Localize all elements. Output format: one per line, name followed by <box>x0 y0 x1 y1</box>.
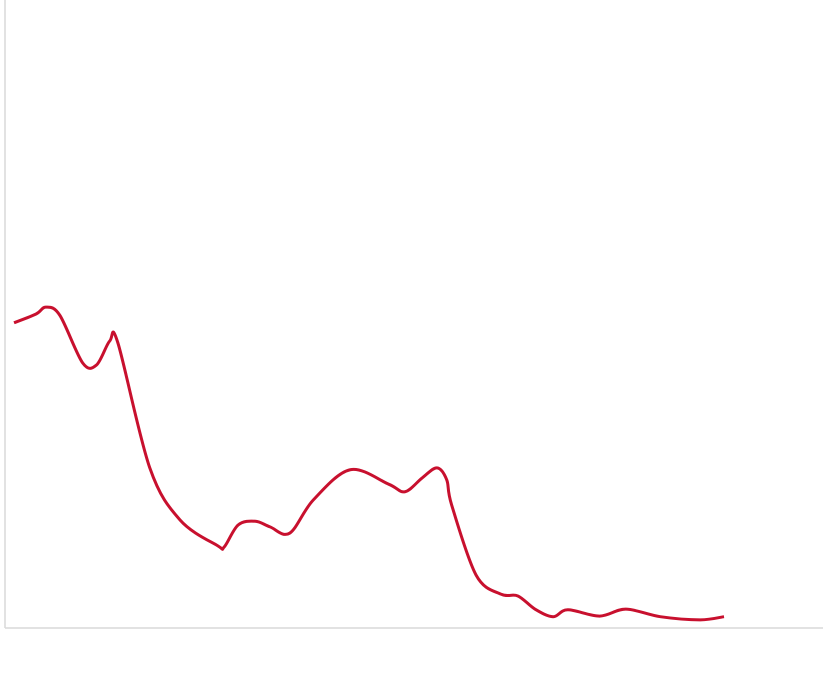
series-layer <box>13 305 725 622</box>
series-line-0 <box>13 305 725 622</box>
